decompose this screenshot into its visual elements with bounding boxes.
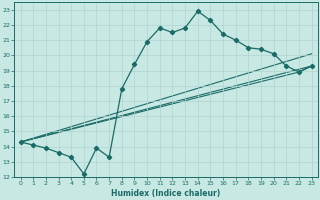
X-axis label: Humidex (Indice chaleur): Humidex (Indice chaleur) [111,189,221,198]
